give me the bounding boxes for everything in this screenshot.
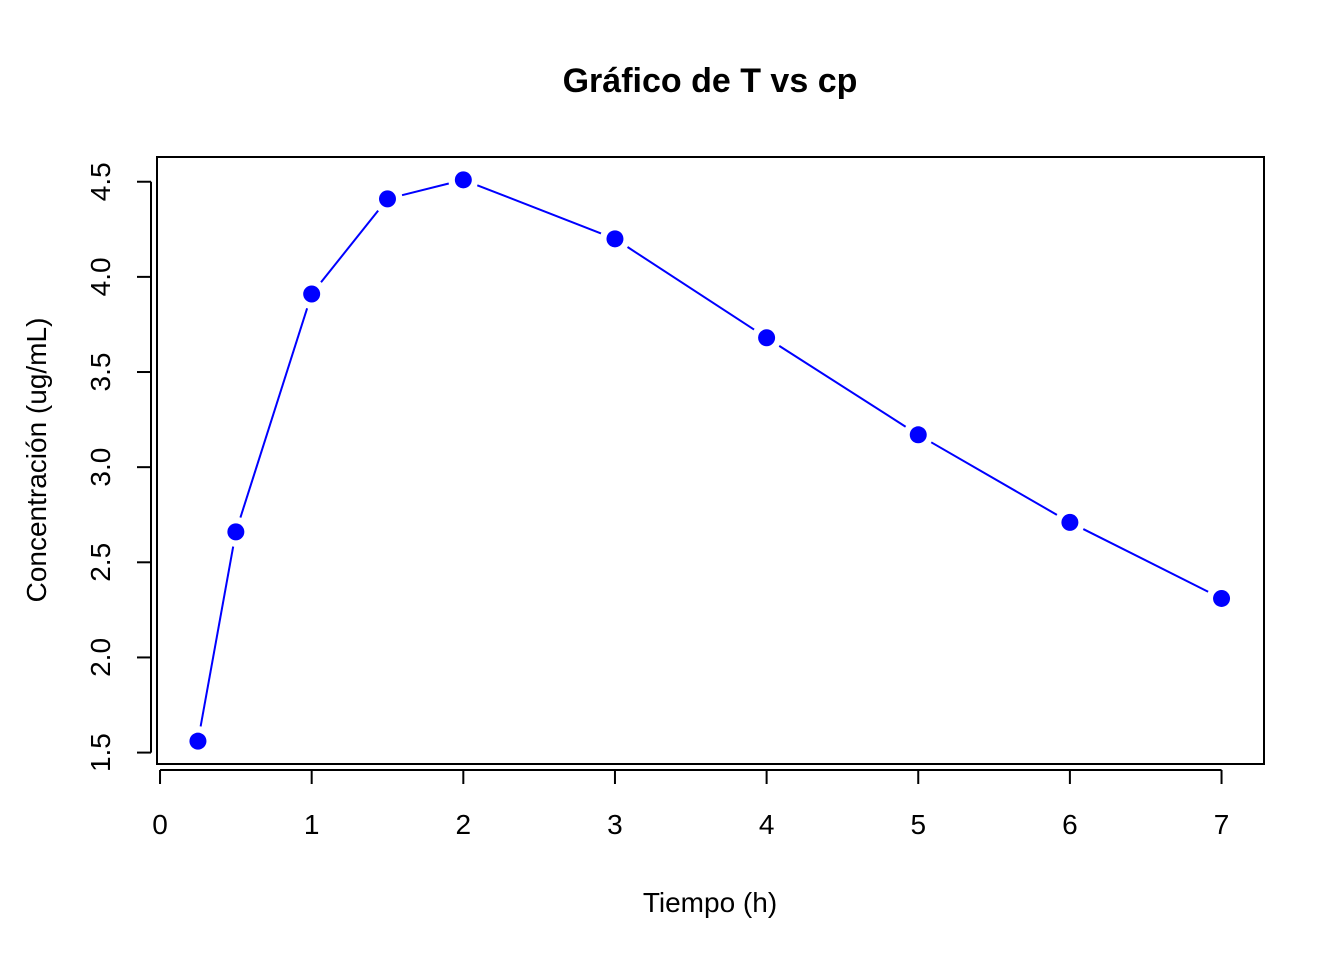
- y-tick-label: 4.5: [85, 162, 116, 201]
- series-line-segment: [320, 209, 379, 283]
- y-axis: 1.5 2.0 2.5 3.0 3.5 4.0 4.5: [85, 162, 152, 772]
- data-point: [909, 426, 927, 444]
- data-point: [1213, 589, 1231, 607]
- x-tick-label: 4: [759, 809, 775, 840]
- x-tick-label: 6: [1062, 809, 1078, 840]
- y-tick-label: 3.5: [85, 353, 116, 392]
- series-layer: [189, 171, 1231, 750]
- data-point: [378, 190, 396, 208]
- series-line-segment: [239, 307, 309, 518]
- data-point: [758, 329, 776, 347]
- chart-title: Gráfico de T vs cp: [563, 62, 858, 100]
- y-tick-label: 1.5: [85, 733, 116, 772]
- x-tick-label: 1: [304, 809, 320, 840]
- y-tick-label: 3.0: [85, 448, 116, 487]
- x-tick-label: 5: [910, 809, 926, 840]
- series-line-segment: [626, 246, 755, 331]
- series-line-segment: [476, 184, 602, 235]
- y-tick-label: 4.0: [85, 257, 116, 296]
- series-line-segment: [401, 182, 450, 197]
- x-tick-label: 2: [456, 809, 472, 840]
- data-point: [303, 285, 321, 303]
- y-axis-title: Concentración (ug/mL): [21, 318, 52, 603]
- x-axis: 0 1 2 3 4 5 6 7: [152, 769, 1230, 840]
- y-tick-label: 2.5: [85, 543, 116, 582]
- x-axis-title: Tiempo (h): [643, 887, 777, 918]
- data-point: [1061, 513, 1079, 531]
- series-line-segment: [1082, 528, 1209, 593]
- x-tick-label: 7: [1214, 809, 1230, 840]
- x-tick-label: 0: [152, 809, 168, 840]
- data-point: [454, 171, 472, 189]
- x-tick-label: 3: [607, 809, 623, 840]
- plot-area-frame: [156, 156, 1265, 765]
- series-line-segment: [199, 546, 235, 727]
- y-tick-label: 2.0: [85, 638, 116, 677]
- data-point: [189, 732, 207, 750]
- data-point: [606, 230, 624, 248]
- data-point: [227, 523, 245, 541]
- series-line-segment: [778, 345, 907, 428]
- series-line-segment: [930, 441, 1058, 516]
